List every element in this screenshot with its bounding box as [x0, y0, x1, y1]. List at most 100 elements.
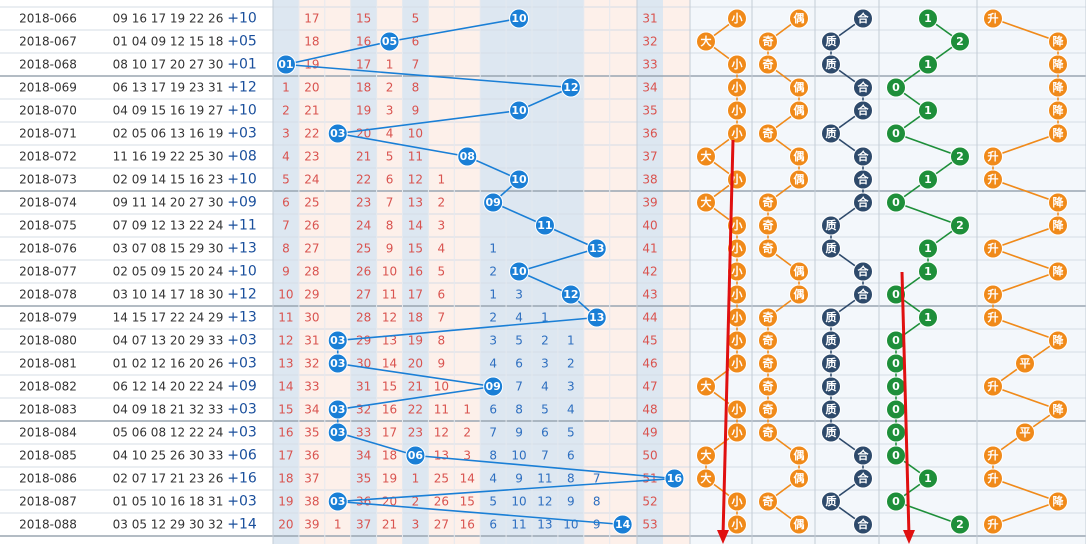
- miss-value: 2: [438, 196, 446, 210]
- miss-value: 26: [304, 219, 319, 233]
- miss-value: 2: [463, 426, 471, 440]
- miss-value: 12: [537, 495, 552, 509]
- parity-ball-label: 偶: [794, 80, 805, 94]
- period-label: 2018-088: [19, 518, 77, 532]
- parity-ball-label: 奇: [763, 425, 774, 439]
- mod3-ball: [918, 468, 938, 489]
- miss-value: 1: [541, 311, 549, 325]
- period-label: 2018-083: [19, 403, 77, 417]
- sum-value: 42: [642, 265, 657, 279]
- sum-value: 53: [642, 518, 657, 532]
- trend-ball-label: 升: [988, 241, 999, 255]
- special-ball: [275, 54, 296, 75]
- mod3-ball-label: 0: [892, 449, 900, 462]
- miss-value: 7: [412, 58, 420, 72]
- miss-col-band-0: [273, 0, 299, 544]
- period-label: 2018-074: [19, 196, 77, 210]
- draw-numbers: 05 06 08 12 22 24: [113, 426, 224, 440]
- parity-ball-label: 偶: [794, 264, 805, 278]
- size-ball: [727, 77, 747, 98]
- sum-value: 49: [642, 426, 657, 440]
- special-ball: [483, 192, 504, 213]
- miss-value: 3: [463, 449, 471, 463]
- mod3-ball: [950, 31, 970, 52]
- sum-value: 35: [642, 104, 657, 118]
- miss-value: 12: [408, 173, 423, 187]
- trend-ball: [1048, 100, 1068, 121]
- mod3-ball-label: 1: [924, 242, 932, 255]
- mod3-ball-label: 0: [892, 495, 900, 508]
- parity-ball-label: 奇: [763, 195, 774, 209]
- prime-ball-label: 合: [858, 11, 870, 25]
- parity-ball-label: 奇: [763, 126, 774, 140]
- special-ball-label: 09: [485, 380, 500, 393]
- mod3-ball: [886, 192, 906, 213]
- miss-value: 3: [489, 334, 497, 348]
- miss-value: 27: [304, 242, 319, 256]
- trend-ball-label: 降: [1053, 494, 1065, 508]
- trend-ball-label: 降: [1053, 80, 1065, 94]
- trend-ball-label: 升: [988, 287, 999, 301]
- mod3-ball-label: 0: [892, 288, 900, 301]
- miss-value: 5: [282, 173, 290, 187]
- special-plus-label: +11: [227, 218, 257, 234]
- miss-value: 22: [356, 173, 371, 187]
- special-ball-label: 11: [537, 219, 552, 232]
- miss-value: 16: [460, 518, 475, 532]
- prime-ball-label: 合: [858, 471, 870, 485]
- prime-ball-label: 合: [858, 80, 870, 94]
- miss-value: 6: [386, 173, 394, 187]
- special-ball: [586, 307, 607, 328]
- mod3-ball-label: 2: [956, 518, 964, 531]
- period-label: 2018-085: [19, 449, 77, 463]
- trend-ball: [1048, 261, 1068, 282]
- miss-value: 16: [278, 426, 293, 440]
- prime-ball-label: 质: [826, 310, 837, 324]
- miss-value: 34: [304, 403, 319, 417]
- trend-ball-label: 升: [988, 471, 999, 485]
- mod3-ball-label: 2: [956, 35, 964, 48]
- miss-value: 32: [304, 357, 319, 371]
- special-ball-label: 10: [511, 265, 527, 278]
- special-ball: [327, 491, 348, 512]
- miss-value: 13: [278, 357, 293, 371]
- parity-ball: [758, 192, 778, 213]
- mod3-ball-label: 1: [924, 12, 932, 25]
- size-ball: [696, 192, 716, 213]
- mod3-ball-label: 1: [924, 104, 932, 117]
- miss-value: 15: [460, 495, 475, 509]
- miss-value: 31: [304, 334, 319, 348]
- prime-ball-label: 质: [826, 57, 837, 71]
- special-ball: [534, 215, 555, 236]
- special-ball-label: 13: [589, 311, 604, 324]
- size-ball-label: 小: [731, 402, 743, 416]
- draw-numbers: 09 16 17 19 22 26: [113, 12, 224, 26]
- draw-numbers: 04 09 15 16 19 27: [113, 104, 224, 118]
- special-ball-label: 01: [278, 58, 293, 71]
- parity-ball-label: 奇: [763, 333, 774, 347]
- parity-ball-label: 奇: [763, 241, 774, 255]
- mod3-ball: [886, 123, 906, 144]
- prime-ball: [853, 77, 873, 98]
- miss-value: 13: [434, 449, 449, 463]
- period-label: 2018-071: [19, 127, 77, 141]
- miss-value: 36: [356, 495, 371, 509]
- miss-value: 5: [489, 495, 497, 509]
- size-ball-label: 大: [701, 379, 712, 393]
- mod3-ball: [950, 146, 970, 167]
- miss-value: 6: [567, 449, 575, 463]
- parity-ball-label: 偶: [794, 287, 805, 301]
- special-plus-label: +03: [227, 402, 257, 418]
- miss-value: 33: [304, 380, 319, 394]
- miss-value: 2: [412, 495, 420, 509]
- prime-ball: [821, 330, 841, 351]
- mod3-ball-label: 0: [892, 334, 900, 347]
- period-label: 2018-072: [19, 150, 77, 164]
- miss-value: 2: [282, 104, 290, 118]
- miss-value: 9: [438, 357, 446, 371]
- trend-ball-label: 降: [1053, 57, 1065, 71]
- special-ball: [327, 422, 348, 443]
- miss-value: 10: [408, 127, 423, 141]
- trend-ball-label: 平: [1020, 357, 1031, 370]
- special-plus-label: +12: [227, 287, 257, 303]
